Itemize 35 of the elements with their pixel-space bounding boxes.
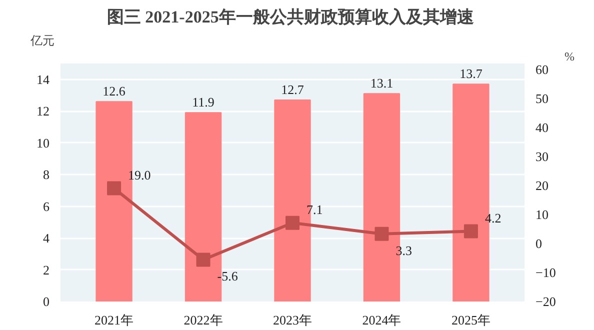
- y-tick-label: 4: [43, 230, 50, 246]
- y2-tick-label: 10: [536, 206, 548, 222]
- x-tick-label: 2022年: [184, 312, 223, 328]
- y2-tick-label: 40: [536, 120, 548, 135]
- data-label: 13.1: [370, 76, 394, 91]
- point: [196, 252, 210, 267]
- y2-tick-label: −10: [536, 264, 556, 280]
- chart-title: 图三 2021-2025年一般公共财政预算收入及其增速: [106, 8, 474, 26]
- data-label: 13.7: [460, 66, 483, 82]
- y-tick-label: 10: [36, 135, 50, 150]
- y-tick-label: 6: [43, 198, 50, 214]
- x-tick-label: 2025年: [451, 312, 490, 328]
- y2-tick-label: 20: [536, 178, 548, 193]
- data-label: 11.9: [192, 94, 214, 110]
- data-label: 12.6: [102, 84, 126, 99]
- y-tick-label: 14: [36, 72, 50, 87]
- y-tick-label: 12: [36, 104, 50, 119]
- y2-tick-label: 60: [536, 62, 548, 77]
- y2-tick-label: 0: [536, 236, 542, 251]
- y-tick-label: 0: [43, 294, 50, 309]
- y2-tick-label: −20: [536, 294, 556, 309]
- y-tick-label: 2: [43, 262, 50, 278]
- y2-tick-label: 30: [536, 148, 548, 164]
- y2-axis-title: %: [564, 50, 575, 64]
- x-tick-label: 2023年: [273, 312, 312, 328]
- data-label: 12.7: [281, 82, 304, 97]
- y-tick-label: 8: [43, 167, 50, 182]
- point: [286, 216, 300, 230]
- y2-tick-label: 50: [536, 90, 548, 106]
- y-axis-title: 亿元: [30, 34, 54, 48]
- point: [464, 224, 478, 238]
- point: [374, 226, 389, 241]
- x-tick-label: 2024年: [362, 312, 402, 328]
- point: [107, 181, 122, 196]
- x-tick-label: 2021年: [94, 312, 134, 328]
